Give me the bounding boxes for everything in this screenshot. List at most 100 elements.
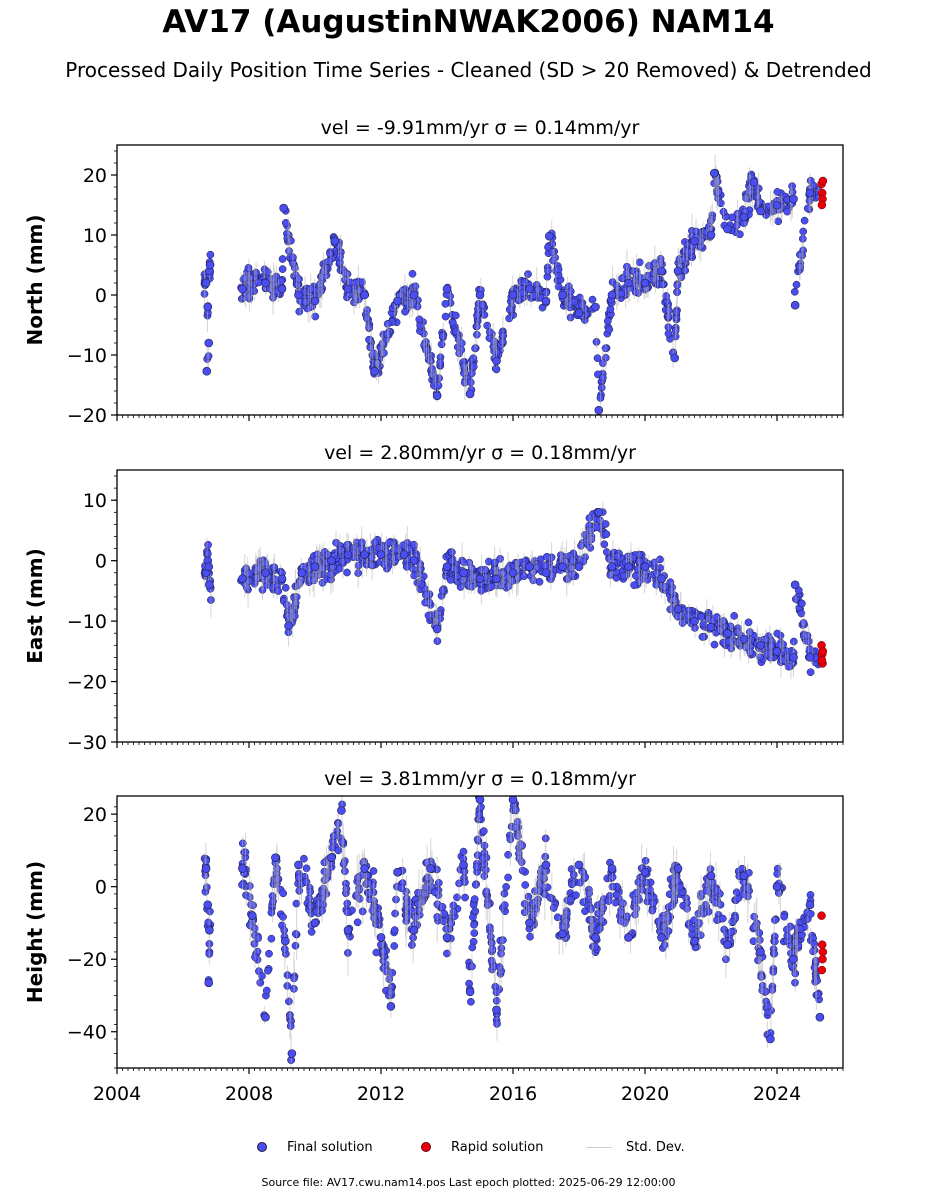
y-axis-label: East (mm) bbox=[23, 548, 47, 664]
final-solution-point bbox=[815, 1012, 825, 1022]
std-dev-bars bbox=[204, 501, 814, 680]
rapid-solution-marker-icon bbox=[421, 1142, 431, 1152]
final-solution-point bbox=[336, 252, 344, 261]
final-solution-point bbox=[279, 203, 288, 213]
final-solution-point bbox=[434, 381, 443, 390]
plot-frame bbox=[116, 144, 844, 416]
final-solution-point bbox=[706, 230, 716, 240]
rapid-solution-point bbox=[817, 965, 827, 975]
final-solution-point bbox=[451, 311, 460, 320]
final-solution-point bbox=[473, 311, 481, 320]
final-solution-point bbox=[401, 307, 409, 316]
final-solution-point bbox=[475, 574, 485, 584]
final-solution-point bbox=[568, 880, 576, 889]
final-solution-marker-icon bbox=[257, 1142, 267, 1152]
final-solution-point bbox=[312, 907, 321, 916]
final-solution-point bbox=[624, 933, 633, 942]
final-solution-point bbox=[267, 908, 276, 917]
final-solution-point bbox=[803, 631, 812, 640]
final-solution-point bbox=[739, 871, 749, 881]
final-solution-point bbox=[483, 321, 492, 330]
final-solution-point bbox=[415, 315, 424, 324]
final-solution-point bbox=[238, 284, 247, 294]
legend-final: Final solution bbox=[257, 1136, 373, 1158]
panel-title: vel = 3.81mm/yr σ = 0.18mm/yr bbox=[324, 768, 636, 790]
final-solution-point bbox=[376, 933, 386, 942]
final-solution-point bbox=[605, 325, 614, 334]
final-solution-point bbox=[487, 582, 496, 591]
final-solution-point bbox=[238, 574, 247, 584]
rapid-solution-point bbox=[818, 176, 828, 186]
final-solution-point bbox=[300, 854, 308, 863]
std-dev-bars bbox=[204, 796, 817, 1068]
y-tick-label: 0 bbox=[95, 551, 107, 573]
y-tick-label: −20 bbox=[67, 405, 107, 427]
final-solution-point bbox=[280, 936, 290, 946]
final-solution-point bbox=[337, 806, 346, 815]
final-solution-point bbox=[307, 928, 316, 936]
final-solution-point bbox=[402, 562, 411, 571]
final-solution-point bbox=[730, 612, 739, 620]
final-solution-point bbox=[281, 219, 290, 227]
final-solution-point bbox=[756, 640, 765, 650]
final-solution-point bbox=[600, 540, 609, 549]
final-solution-point bbox=[612, 890, 621, 899]
final-solution-point bbox=[203, 900, 213, 910]
final-solution-point bbox=[271, 853, 280, 862]
final-solution-point bbox=[624, 562, 633, 572]
plot-area bbox=[200, 796, 828, 1068]
final-solution-point bbox=[673, 266, 683, 276]
final-solution-point bbox=[441, 299, 450, 308]
final-solution-point bbox=[574, 308, 584, 318]
final-solution-point bbox=[448, 548, 456, 557]
final-solution-point bbox=[813, 990, 822, 999]
final-solution-point bbox=[287, 1049, 297, 1058]
rapid-solution-point bbox=[818, 647, 828, 656]
final-solution-point bbox=[617, 289, 626, 298]
final-solution-point bbox=[367, 553, 376, 562]
final-solution-point bbox=[508, 796, 518, 804]
final-solution-point bbox=[616, 917, 625, 925]
final-solution-point bbox=[744, 618, 753, 627]
final-solution-point bbox=[570, 297, 578, 306]
final-solution-point bbox=[492, 1005, 501, 1015]
final-solution-point bbox=[594, 508, 604, 517]
final-solution-point bbox=[541, 860, 551, 870]
final-solution-cloud bbox=[200, 168, 824, 402]
final-solution-point bbox=[475, 796, 485, 804]
final-solution-point bbox=[437, 340, 446, 349]
final-solution-point bbox=[566, 313, 575, 322]
final-solution-point bbox=[739, 212, 749, 222]
final-solution-point bbox=[554, 265, 563, 274]
final-solution-point bbox=[771, 916, 779, 924]
final-solution-point bbox=[328, 843, 336, 852]
final-solution-point bbox=[481, 565, 490, 574]
final-solution-point bbox=[718, 914, 727, 923]
final-solution-point bbox=[442, 562, 452, 572]
final-solution-point bbox=[567, 564, 576, 572]
final-solution-point bbox=[664, 329, 673, 338]
final-solution-point bbox=[310, 562, 320, 572]
final-solution-point bbox=[524, 270, 532, 278]
final-solution-point bbox=[525, 918, 534, 928]
final-solution-point bbox=[409, 925, 419, 935]
final-solution-point bbox=[360, 550, 369, 559]
final-solution-point bbox=[205, 925, 214, 935]
final-solution-point bbox=[613, 552, 622, 561]
final-solution-point bbox=[603, 317, 612, 325]
final-solution-point bbox=[657, 933, 666, 942]
final-solution-point bbox=[362, 314, 371, 323]
final-solution-point bbox=[649, 899, 657, 908]
final-solution-point bbox=[517, 858, 526, 866]
legend-std-label: Std. Dev. bbox=[626, 1139, 685, 1155]
final-solution-point bbox=[657, 574, 666, 584]
final-solution-point bbox=[447, 557, 456, 565]
final-solution-point bbox=[553, 913, 562, 922]
final-solution-dots bbox=[201, 168, 815, 415]
final-solution-point bbox=[360, 864, 369, 873]
final-solution-point bbox=[591, 933, 600, 942]
final-solution-point bbox=[492, 988, 501, 997]
final-solution-point bbox=[393, 867, 402, 877]
final-solution-point bbox=[408, 269, 417, 278]
final-solution-point bbox=[585, 514, 594, 522]
